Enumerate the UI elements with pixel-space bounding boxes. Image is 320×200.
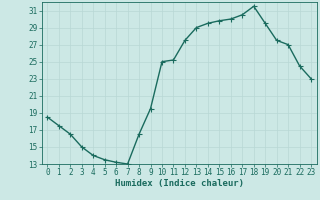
X-axis label: Humidex (Indice chaleur): Humidex (Indice chaleur) (115, 179, 244, 188)
